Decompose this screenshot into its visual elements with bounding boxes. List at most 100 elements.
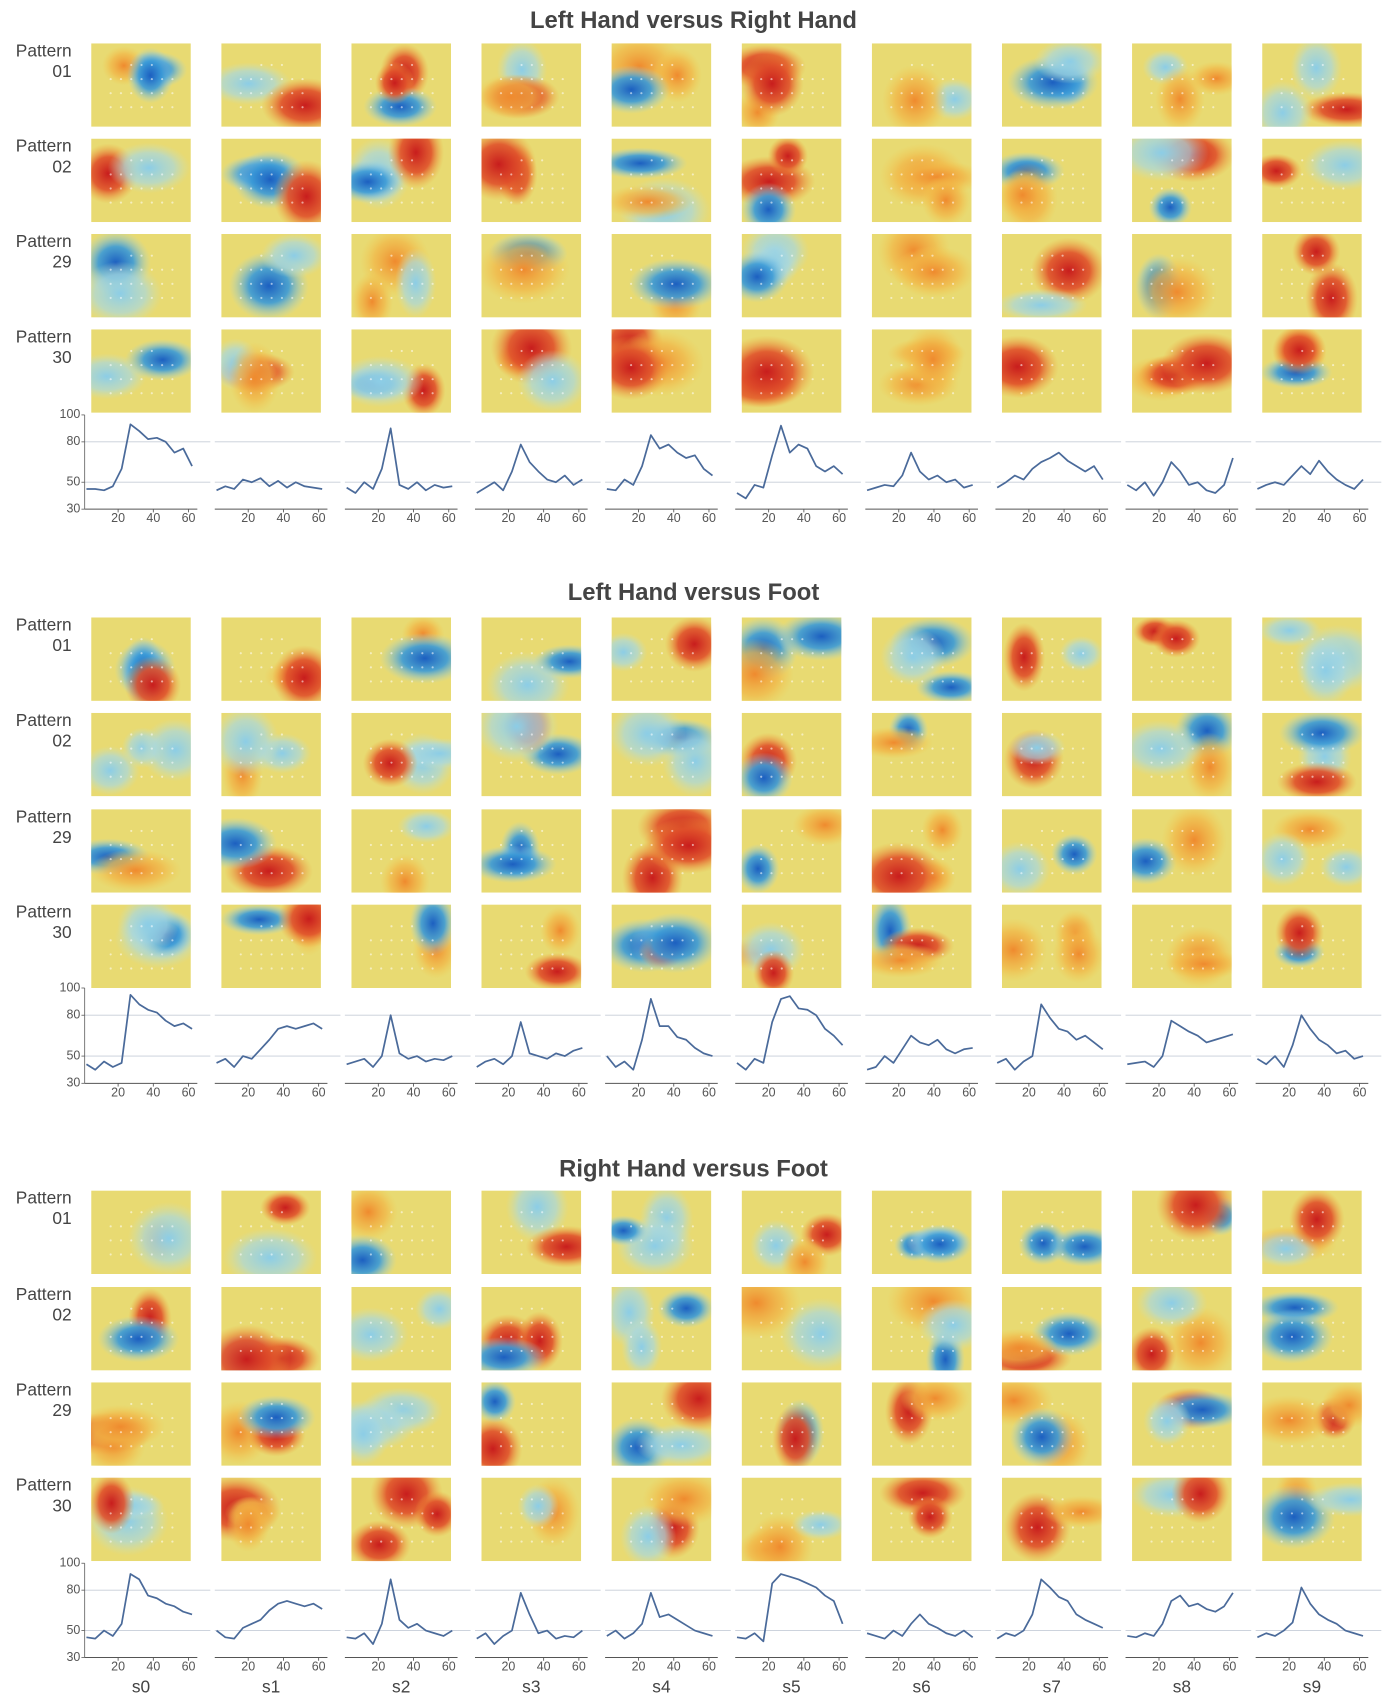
electrode <box>1201 1239 1205 1242</box>
electrode <box>1311 1417 1314 1420</box>
electrode <box>1311 1307 1314 1310</box>
electrode <box>280 733 284 736</box>
electrode <box>171 1512 174 1515</box>
electrode <box>499 666 503 669</box>
electrode <box>1171 1307 1174 1310</box>
electrode <box>510 666 513 669</box>
electrode <box>561 1335 564 1338</box>
electrode <box>660 1321 664 1324</box>
electrode <box>770 78 773 81</box>
electrode <box>681 1431 684 1434</box>
electrode <box>400 1211 403 1214</box>
electrode <box>910 666 913 669</box>
electrode <box>400 63 403 67</box>
electrode <box>421 775 424 778</box>
electrode <box>260 1225 263 1228</box>
electrode <box>260 282 263 285</box>
electrode <box>551 1253 554 1256</box>
electrode <box>369 187 372 190</box>
electrode <box>671 187 674 190</box>
electrode <box>130 173 133 176</box>
electrode <box>541 1402 544 1406</box>
electrode <box>1150 1239 1153 1242</box>
electrode <box>821 939 825 942</box>
electrode <box>431 1253 434 1256</box>
electrode <box>171 1349 174 1352</box>
electrode <box>900 967 903 970</box>
electrode <box>941 666 944 669</box>
topomap <box>221 1382 321 1466</box>
electrode <box>119 1417 123 1420</box>
electrode <box>400 680 403 683</box>
electrode <box>811 747 814 750</box>
electrode <box>520 1431 523 1434</box>
electrode <box>650 349 653 353</box>
electrode <box>780 967 783 970</box>
electrode <box>530 268 533 271</box>
electrode <box>921 296 924 299</box>
electrode <box>1212 680 1215 683</box>
electrode <box>260 254 263 257</box>
electrode <box>640 1512 643 1515</box>
electrode <box>239 78 242 81</box>
electrode <box>921 282 924 285</box>
electrode <box>400 925 403 928</box>
electrode <box>119 364 123 367</box>
electrode <box>1030 953 1033 956</box>
electrode <box>671 1321 674 1324</box>
topomap <box>91 233 191 318</box>
electrode <box>660 843 664 847</box>
electrode <box>770 761 773 764</box>
electrode <box>150 1253 153 1256</box>
electrode <box>1311 268 1314 271</box>
electrode <box>910 1512 913 1515</box>
subject-label: s6 <box>912 1676 930 1696</box>
electrode <box>280 1431 284 1434</box>
electrode <box>791 1239 794 1242</box>
electrode <box>1171 1335 1174 1338</box>
electrode <box>1301 925 1304 928</box>
electrode <box>660 187 664 190</box>
electrode <box>1321 1431 1324 1434</box>
electrode <box>801 775 804 778</box>
electrode <box>301 201 304 204</box>
electrode <box>910 349 913 353</box>
topomap <box>871 712 972 797</box>
x-tick-label: 20 <box>892 511 906 525</box>
electrode <box>1040 638 1044 641</box>
electrode <box>681 1335 684 1338</box>
topomap <box>221 233 321 318</box>
topomap-blob <box>124 656 182 701</box>
electrode <box>650 254 653 257</box>
electrode <box>1342 364 1345 367</box>
electrode <box>551 680 554 683</box>
electrode <box>671 378 674 381</box>
electrode <box>1171 1349 1174 1352</box>
electrode <box>280 652 284 655</box>
topomap <box>221 809 321 893</box>
electrode <box>650 92 653 95</box>
electrode <box>291 201 294 204</box>
electrode <box>1040 1512 1044 1515</box>
electrode <box>801 1239 804 1242</box>
electrode <box>561 939 564 942</box>
electrode <box>1280 282 1283 285</box>
electrode <box>140 349 143 353</box>
electrode <box>280 268 284 271</box>
electrode <box>1160 843 1163 847</box>
electrode <box>1040 63 1044 67</box>
electrode <box>270 1526 273 1529</box>
electrode <box>1160 106 1163 109</box>
x-tick-label: 60 <box>702 1660 716 1674</box>
electrode <box>630 1335 633 1338</box>
electrode <box>671 1431 674 1434</box>
electrode <box>1051 378 1054 381</box>
electrode <box>520 78 523 81</box>
electrode <box>1332 187 1335 190</box>
electrode <box>270 1239 273 1242</box>
electrode <box>1030 173 1033 176</box>
electrode <box>921 1307 924 1310</box>
x-tick-label: 60 <box>182 511 196 525</box>
topomap <box>611 1190 712 1274</box>
electrode <box>660 872 664 875</box>
